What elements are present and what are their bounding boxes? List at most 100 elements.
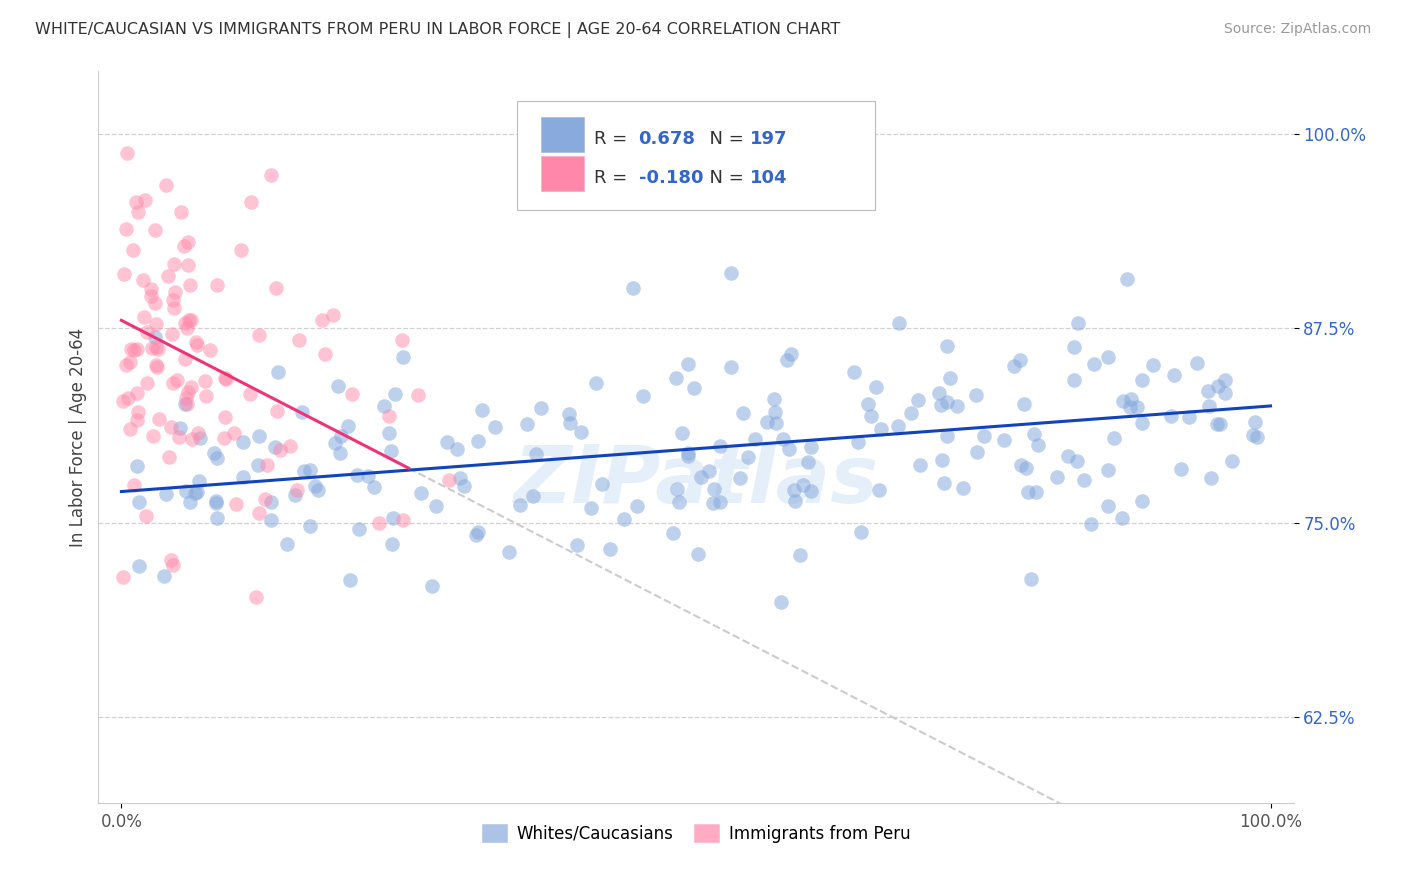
Point xyxy=(870,422,893,436)
Point xyxy=(569,425,592,439)
Point xyxy=(467,525,489,540)
Point xyxy=(155,178,177,193)
Point xyxy=(127,405,149,419)
Point xyxy=(373,399,395,413)
Point xyxy=(1209,417,1232,431)
Point xyxy=(1130,494,1153,508)
Point xyxy=(524,447,547,461)
Point xyxy=(232,435,254,450)
Point xyxy=(112,570,135,584)
Point xyxy=(132,273,155,287)
Point xyxy=(145,358,167,372)
Point xyxy=(239,387,262,401)
Point xyxy=(247,506,270,520)
Point xyxy=(135,376,157,390)
Point xyxy=(755,415,778,429)
FancyBboxPatch shape xyxy=(541,117,583,152)
FancyBboxPatch shape xyxy=(541,156,583,191)
Point xyxy=(174,351,197,366)
Point xyxy=(720,266,742,280)
Point xyxy=(1142,358,1164,372)
Point xyxy=(120,355,142,369)
Point xyxy=(170,205,193,219)
Text: -0.180: -0.180 xyxy=(638,169,703,187)
Point xyxy=(936,394,959,409)
Point xyxy=(842,365,865,379)
Point xyxy=(179,278,201,293)
Point xyxy=(214,371,236,385)
Point xyxy=(202,446,225,460)
Point xyxy=(1012,397,1035,411)
Text: N =: N = xyxy=(699,129,749,148)
Point xyxy=(299,519,322,533)
Point xyxy=(125,386,148,401)
Point xyxy=(349,522,371,536)
Point xyxy=(765,416,787,430)
Point xyxy=(668,494,690,508)
Point xyxy=(1083,357,1105,371)
Point xyxy=(326,378,349,392)
Point xyxy=(346,468,368,483)
Point xyxy=(132,310,155,324)
Point xyxy=(278,439,301,453)
Point xyxy=(1198,399,1220,413)
Point xyxy=(127,459,149,474)
Point xyxy=(858,397,880,411)
Text: Source: ZipAtlas.com: Source: ZipAtlas.com xyxy=(1223,22,1371,37)
Point xyxy=(471,403,494,417)
Point xyxy=(1215,386,1237,401)
Point xyxy=(1197,384,1219,398)
Point xyxy=(153,569,176,583)
Point xyxy=(1046,469,1069,483)
Point xyxy=(579,500,602,515)
Point xyxy=(690,470,713,484)
Point xyxy=(665,371,688,385)
Point xyxy=(184,486,207,500)
Point xyxy=(187,426,209,441)
Point xyxy=(1112,394,1135,409)
Point xyxy=(128,495,150,509)
Point xyxy=(177,235,200,249)
Point xyxy=(288,333,311,347)
Point xyxy=(631,389,654,403)
Point xyxy=(155,486,177,500)
Point xyxy=(1019,572,1042,586)
Point xyxy=(377,425,399,440)
Point xyxy=(860,409,883,423)
Point xyxy=(467,434,489,449)
Point xyxy=(245,590,267,604)
Point xyxy=(516,417,538,431)
Text: 197: 197 xyxy=(749,129,787,148)
Point xyxy=(337,418,360,433)
Point xyxy=(449,471,471,485)
Point xyxy=(232,469,254,483)
Point xyxy=(179,495,201,509)
Point xyxy=(1026,438,1049,452)
Point xyxy=(728,471,751,485)
Point xyxy=(939,371,962,385)
Point xyxy=(676,446,699,460)
Point xyxy=(111,394,134,409)
Point xyxy=(112,268,135,282)
Point xyxy=(900,406,922,420)
Point xyxy=(174,483,197,498)
Point xyxy=(662,526,685,541)
Point xyxy=(1015,461,1038,475)
Point xyxy=(621,281,644,295)
Point xyxy=(763,405,786,419)
Point xyxy=(437,473,460,487)
Point xyxy=(1111,511,1133,525)
Point xyxy=(276,537,298,551)
Point xyxy=(291,405,314,419)
Point xyxy=(146,342,169,356)
Point xyxy=(928,386,950,401)
Point xyxy=(146,360,169,375)
Point xyxy=(783,483,806,498)
Point xyxy=(907,392,929,407)
Point xyxy=(465,528,488,542)
Point xyxy=(143,295,166,310)
Point xyxy=(125,413,148,427)
Point xyxy=(558,416,581,430)
Point xyxy=(1010,458,1032,473)
Point xyxy=(166,373,188,387)
